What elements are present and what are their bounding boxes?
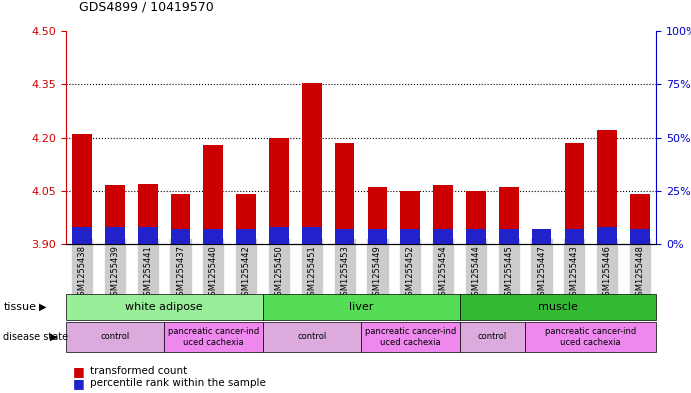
- Bar: [531, 229, 551, 244]
- Bar: [203, 229, 223, 244]
- Bar: [236, 194, 256, 244]
- Bar: [630, 194, 650, 244]
- Text: control: control: [477, 332, 507, 342]
- Bar: [269, 227, 289, 244]
- Bar: [499, 187, 518, 244]
- Text: control: control: [297, 332, 326, 342]
- Bar: [334, 143, 354, 244]
- Bar: [334, 229, 354, 244]
- Text: liver: liver: [349, 302, 373, 312]
- Bar: [565, 229, 584, 244]
- Bar: [597, 130, 617, 244]
- Bar: [203, 145, 223, 244]
- Bar: [499, 229, 518, 244]
- Bar: [400, 229, 420, 244]
- Bar: [302, 83, 321, 244]
- Text: tissue: tissue: [3, 302, 37, 312]
- Text: control: control: [100, 332, 129, 342]
- Text: transformed count: transformed count: [90, 366, 187, 376]
- Bar: [433, 185, 453, 244]
- Bar: [466, 229, 486, 244]
- Bar: [433, 229, 453, 244]
- Bar: [368, 187, 387, 244]
- Text: pancreatic cancer-ind
uced cachexia: pancreatic cancer-ind uced cachexia: [365, 327, 456, 347]
- Bar: [597, 227, 617, 244]
- Text: muscle: muscle: [538, 302, 578, 312]
- Bar: [400, 191, 420, 244]
- Bar: [531, 237, 551, 244]
- Text: white adipose: white adipose: [125, 302, 203, 312]
- Bar: [171, 194, 190, 244]
- Bar: [269, 138, 289, 244]
- Bar: [72, 134, 92, 244]
- Text: pancreatic cancer-ind
uced cachexia: pancreatic cancer-ind uced cachexia: [545, 327, 636, 347]
- Text: ▶: ▶: [50, 332, 58, 342]
- Bar: [105, 185, 124, 244]
- Text: ▶: ▶: [39, 302, 47, 312]
- Bar: [138, 184, 158, 244]
- Bar: [565, 143, 584, 244]
- Bar: [466, 191, 486, 244]
- Bar: [138, 227, 158, 244]
- Bar: [72, 227, 92, 244]
- Bar: [171, 229, 190, 244]
- Bar: [302, 227, 321, 244]
- Text: disease state: disease state: [3, 332, 68, 342]
- Bar: [105, 227, 124, 244]
- Text: ■: ■: [73, 376, 84, 390]
- Text: GDS4899 / 10419570: GDS4899 / 10419570: [79, 1, 214, 14]
- Bar: [630, 229, 650, 244]
- Text: percentile rank within the sample: percentile rank within the sample: [90, 378, 266, 388]
- Text: ■: ■: [73, 365, 84, 378]
- Bar: [236, 229, 256, 244]
- Text: pancreatic cancer-ind
uced cachexia: pancreatic cancer-ind uced cachexia: [168, 327, 259, 347]
- Bar: [368, 229, 387, 244]
